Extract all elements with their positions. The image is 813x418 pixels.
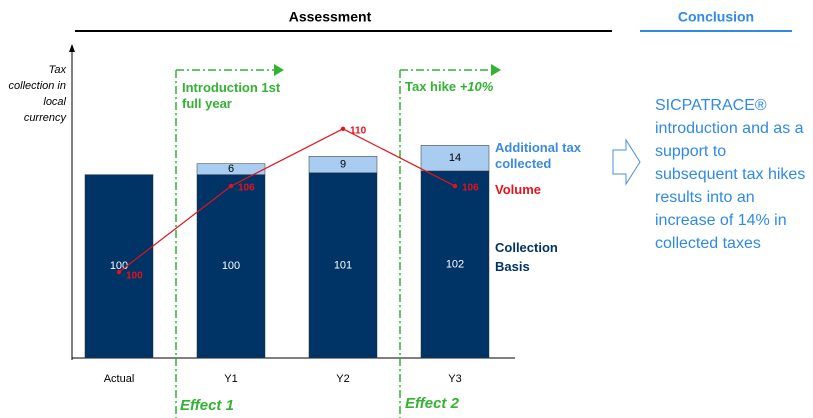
value-label: 6: [228, 163, 234, 175]
volume-point: [340, 126, 346, 131]
value-label: 9: [340, 158, 346, 170]
volume-label: 100: [126, 271, 143, 282]
volume-point: [452, 183, 458, 189]
value-label: 101: [334, 259, 352, 271]
volume-point: [116, 269, 122, 275]
x-tick-label: Y1: [224, 373, 237, 385]
bar-segment: [420, 170, 490, 359]
value-label: 102: [446, 258, 464, 270]
volume-point: [228, 183, 234, 189]
volume-label: 106: [238, 183, 255, 194]
x-tick-label: Y2: [336, 373, 349, 385]
volume-label: 110: [350, 125, 367, 136]
effect-label: Effect 1: [180, 397, 234, 414]
effect-title: Introduction 1st full year: [182, 80, 281, 111]
value-label: 100: [222, 260, 240, 272]
effect-frames: [175, 69, 492, 418]
effect-arrow: [274, 64, 284, 76]
bar-segment: [84, 174, 154, 359]
conclusion-arrow: [612, 138, 641, 186]
header-conclusion: Conclusion: [678, 9, 754, 25]
legend-volume: Volume: [495, 182, 541, 197]
effect-title-text: Tax hike: [405, 79, 456, 94]
x-tick-label: Actual: [104, 373, 135, 385]
bar-segment: [308, 156, 378, 174]
legend-additional: Additional tax collected: [495, 140, 581, 171]
x-tick-label: Y3: [448, 373, 461, 385]
bar-segment: [420, 145, 490, 172]
volume-label: 106: [462, 183, 479, 194]
value-label: 14: [449, 152, 461, 164]
bar-segment: [308, 172, 378, 359]
conclusion-text: SICPATRACE® introduction and as a suppor…: [655, 97, 806, 252]
effect-arrow: [491, 64, 501, 76]
volume-line: [118, 128, 456, 273]
y-axis-arrow: [69, 44, 75, 52]
effect-label: Effect 2: [405, 395, 460, 412]
effect-title-emphasis: +10%: [460, 79, 494, 94]
y-axis-label: Tax collection in local currency: [8, 64, 66, 124]
legend-basis: Collection Basis: [495, 240, 558, 274]
bar-segment: [196, 174, 266, 359]
header-assessment: Assessment: [289, 9, 372, 25]
effect-title: Tax hike +10%: [405, 79, 494, 94]
